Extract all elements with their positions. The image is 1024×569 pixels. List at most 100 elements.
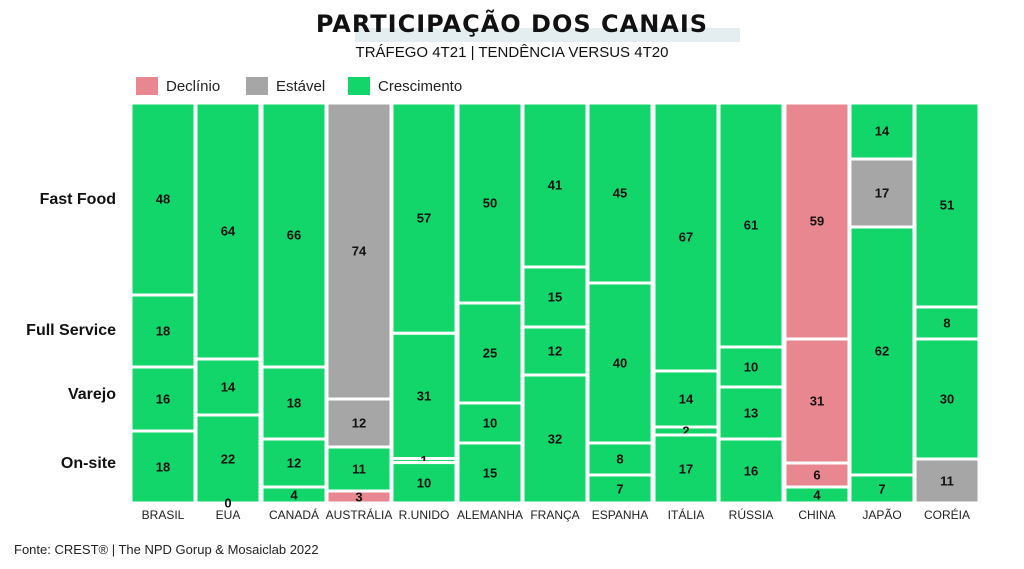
value-label-coréia-0: 51 <box>940 198 954 213</box>
bar-r.unido-seg-3 <box>390 461 458 505</box>
value-label-china-1: 31 <box>810 394 824 409</box>
value-label-frança-0: 41 <box>548 178 562 193</box>
x-tick-frança: FRANÇA <box>530 508 579 522</box>
legend-swatch-declinio <box>136 77 158 95</box>
value-label-rússia-2: 13 <box>744 406 758 421</box>
source-note: Fonte: CREST® | The NPD Gorup & Mosaicla… <box>14 542 319 557</box>
bar-brasil-seg-3 <box>129 429 197 505</box>
x-tick-alemanha: ALEMANHA <box>457 508 523 522</box>
value-label-japão-3: 7 <box>878 482 885 497</box>
bar-rússia-seg-2 <box>717 385 785 441</box>
bar-rússia-seg-1 <box>717 345 785 389</box>
value-label-canadá-3: 12 <box>287 456 301 471</box>
bar-espanha-seg-0 <box>586 101 654 285</box>
bar-espanha-seg-2 <box>586 441 654 477</box>
legend-item-crescimento: Crescimento <box>348 76 462 96</box>
bar-coréia-seg-2 <box>913 337 981 461</box>
value-label-r.unido-1: 31 <box>417 388 431 403</box>
value-label-coréia-1: 8 <box>943 316 950 331</box>
x-tick-eua: EUA <box>216 508 241 522</box>
legend-label-crescimento: Crescimento <box>378 77 463 95</box>
bar-coréia-seg-1 <box>913 305 981 341</box>
bar-canadá-seg-3 <box>260 437 328 489</box>
bar-austrália-seg-2 <box>325 397 393 449</box>
value-label-itália-3: 17 <box>679 462 693 477</box>
value-label-austrália-3: 11 <box>352 462 366 477</box>
value-label-alemanha-0: 50 <box>483 196 497 211</box>
row-label-varejo: Varejo <box>67 386 116 403</box>
bar-itália-seg-0 <box>652 101 720 373</box>
value-label-canadá-2: 18 <box>287 396 301 411</box>
value-label-frança-2: 12 <box>548 344 562 359</box>
value-label-r.unido-3: 10 <box>417 475 431 490</box>
bar-japão-seg-1 <box>848 157 916 229</box>
x-tick-rússia: RÚSSIA <box>729 507 774 522</box>
bar-japão-seg-3 <box>848 473 916 505</box>
bar-espanha-seg-1 <box>586 281 654 445</box>
chart-title: PARTICIPAÇÃO DOS CANAIS <box>315 10 709 38</box>
value-label-canadá-4: 4 <box>290 488 298 503</box>
bar-brasil-seg-1 <box>129 293 197 369</box>
value-label-itália-0: 67 <box>679 230 693 245</box>
legend-label-declinio: Declínio <box>166 77 221 95</box>
value-label-espanha-3: 7 <box>616 482 623 497</box>
value-label-espanha-2: 8 <box>616 452 623 467</box>
value-label-r.unido-2: 1 <box>420 453 427 468</box>
row-label-full-service: Full Service <box>26 322 116 339</box>
value-label-espanha-1: 40 <box>613 356 627 371</box>
x-tick-austrália: AUSTRÁLIA <box>326 507 393 522</box>
legend-swatch-estavel <box>246 77 268 95</box>
chart-subtitle: TRÁFEGO 4T21 | TENDÊNCIA VERSUS 4T20 <box>355 44 669 61</box>
x-tick-japão: JAPÃO <box>862 508 901 522</box>
bar-eua-seg-3 <box>194 413 262 505</box>
legend-item-declinio: Declínio <box>136 76 220 96</box>
value-label-japão-0: 14 <box>875 124 890 139</box>
x-tick-brasil: BRASIL <box>142 508 185 522</box>
value-label-japão-2: 62 <box>875 344 889 359</box>
value-label-frança-3: 32 <box>548 432 562 447</box>
bar-espanha-seg-3 <box>586 473 654 505</box>
value-label-eua-2: 14 <box>221 380 236 395</box>
legend-item-estavel: Estável <box>246 76 325 96</box>
value-label-brasil-2: 16 <box>156 392 170 407</box>
value-label-itália-2: 2 <box>682 424 689 439</box>
bar-china-seg-0 <box>783 101 851 341</box>
value-label-alemanha-3: 15 <box>483 466 497 481</box>
bar-frança-seg-0 <box>521 101 589 269</box>
bar-coréia-seg-3 <box>913 457 981 505</box>
value-label-china-0: 59 <box>810 214 824 229</box>
value-label-r.unido-0: 57 <box>417 211 431 226</box>
value-label-japão-1: 17 <box>875 186 889 201</box>
bar-frança-seg-1 <box>521 265 589 329</box>
bar-canadá-seg-0 <box>260 101 328 369</box>
value-label-austrália-0: 74 <box>352 244 367 259</box>
bar-frança-seg-2 <box>521 325 589 377</box>
value-label-coréia-2: 30 <box>940 392 954 407</box>
bar-china-seg-1 <box>783 337 851 465</box>
x-tick-coréia: CORÉIA <box>924 507 970 522</box>
value-label-china-2: 6 <box>813 468 820 483</box>
value-label-frança-1: 15 <box>548 290 562 305</box>
value-label-rússia-1: 10 <box>744 360 758 375</box>
x-tick-r.unido: R.UNIDO <box>399 508 450 522</box>
bar-brasil-seg-0 <box>129 101 197 297</box>
bar-coréia-seg-0 <box>913 101 981 309</box>
value-label-canadá-0: 66 <box>287 228 301 243</box>
x-tick-espanha: ESPANHA <box>592 508 648 522</box>
title-highlight <box>355 28 740 42</box>
value-label-austrália-4: 3 <box>355 490 362 505</box>
bar-rússia-seg-0 <box>717 101 785 349</box>
value-label-espanha-0: 45 <box>613 186 627 201</box>
x-tick-china: CHINA <box>798 508 835 522</box>
x-tick-itália: ITÁLIA <box>668 507 705 522</box>
bar-eua-seg-2 <box>194 357 262 417</box>
bar-rússia-seg-3 <box>717 437 785 505</box>
value-label-brasil-1: 18 <box>156 324 170 339</box>
bar-austrália-seg-0 <box>325 101 393 401</box>
bar-itália-seg-1 <box>652 369 720 429</box>
legend-label-estavel: Estável <box>276 77 326 95</box>
value-label-alemanha-2: 10 <box>483 416 497 431</box>
value-label-eua-4: 0 <box>224 496 231 511</box>
value-label-china-3: 4 <box>813 488 821 503</box>
value-label-rússia-0: 61 <box>744 218 758 233</box>
